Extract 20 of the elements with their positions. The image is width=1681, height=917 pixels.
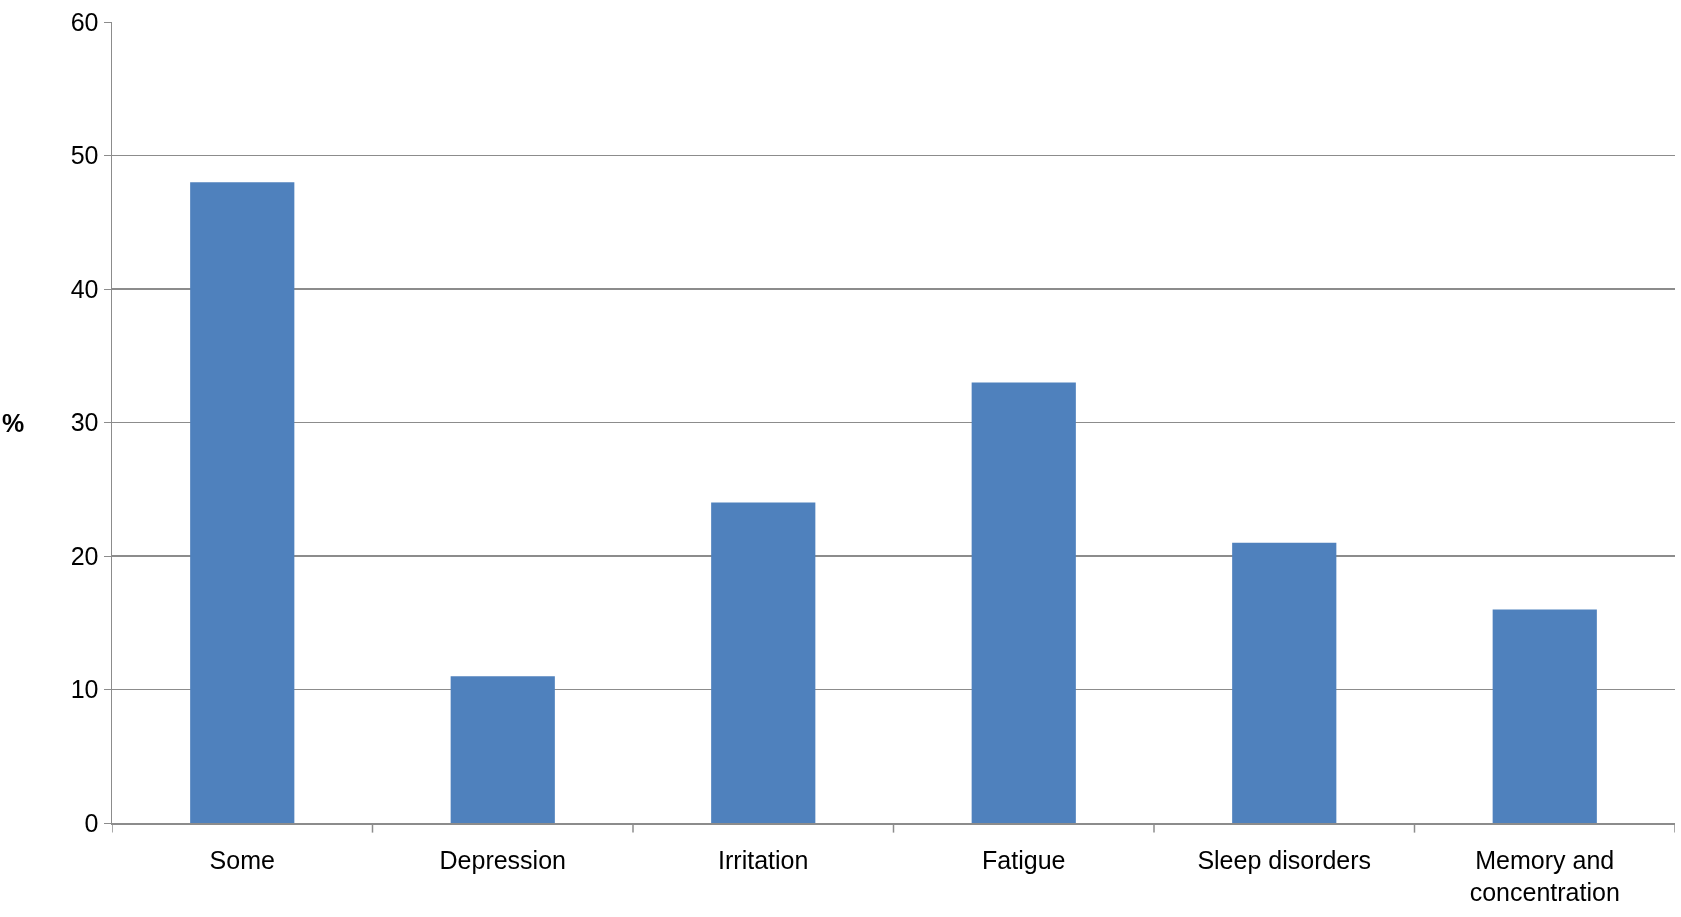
y-axis-title: % bbox=[2, 409, 25, 437]
x-tick-label: Sleep disorders bbox=[1197, 845, 1372, 874]
bar bbox=[190, 182, 295, 823]
bar bbox=[711, 502, 816, 823]
bar bbox=[1492, 609, 1597, 823]
y-tick-label: 60 bbox=[70, 7, 99, 36]
bar bbox=[971, 382, 1076, 823]
x-tick-label: Depression bbox=[439, 845, 566, 874]
y-tick-label: 50 bbox=[70, 141, 99, 170]
y-tick-label: 30 bbox=[70, 408, 99, 437]
y-tick-label: 0 bbox=[84, 808, 99, 837]
x-tick-label: Fatigue bbox=[982, 845, 1066, 874]
bar bbox=[1232, 542, 1337, 823]
y-tick-label: 10 bbox=[70, 675, 99, 704]
x-tick-label: Some bbox=[209, 845, 275, 874]
y-tick-label: 20 bbox=[70, 541, 99, 570]
y-tick-label: 40 bbox=[70, 274, 99, 303]
x-tick-label: Irritation bbox=[718, 845, 809, 874]
bar bbox=[450, 676, 555, 823]
x-tick-label: Memory and concentration bbox=[1469, 845, 1620, 906]
